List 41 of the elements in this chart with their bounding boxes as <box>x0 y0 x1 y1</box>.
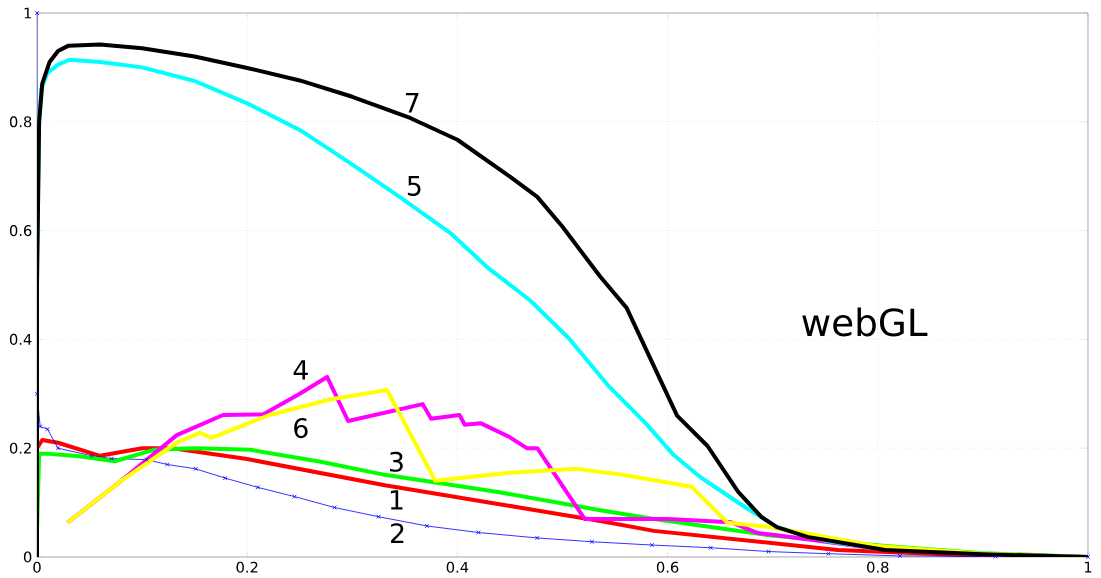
annotation: 1 <box>390 490 403 510</box>
point <box>193 466 198 472</box>
annotation: 5 <box>407 176 421 196</box>
point <box>332 505 337 510</box>
y-tick-label: 0.8 <box>9 116 32 128</box>
point <box>708 545 713 551</box>
y-tick-label: 1 <box>24 7 31 19</box>
point <box>826 551 831 557</box>
y-tick-label: 0 <box>23 551 32 563</box>
point <box>37 424 43 429</box>
point <box>424 523 430 529</box>
y-tick-label: 0.4 <box>9 333 32 345</box>
x-tick-label: 0.8 <box>867 561 889 573</box>
point <box>376 514 381 520</box>
x-tick-label: 0 <box>33 561 41 573</box>
point <box>534 535 540 541</box>
x-tick-label: 1 <box>1084 561 1092 573</box>
annotation: 3 <box>389 451 403 472</box>
point <box>255 485 260 490</box>
x-tick-label: 0.2 <box>236 561 258 573</box>
point <box>222 475 228 481</box>
annotation: 7 <box>405 93 419 113</box>
annotation: 2 <box>390 523 404 543</box>
x-tick-label: 0.4 <box>446 561 469 573</box>
point <box>292 494 297 499</box>
point <box>109 456 114 461</box>
y-tick-label: 0.6 <box>9 225 32 237</box>
annotation: webGL <box>802 307 928 337</box>
point <box>165 462 170 467</box>
x-tick-label: 0.6 <box>656 561 679 573</box>
annotation: 4 <box>293 360 308 380</box>
point <box>649 542 655 548</box>
point <box>589 539 595 545</box>
point <box>89 453 94 459</box>
point <box>897 553 903 559</box>
point <box>45 426 50 432</box>
point <box>34 391 40 397</box>
point <box>55 445 61 451</box>
annotation: 6 <box>294 417 308 439</box>
y-tick-label: 0.2 <box>9 442 31 454</box>
point <box>144 457 149 462</box>
